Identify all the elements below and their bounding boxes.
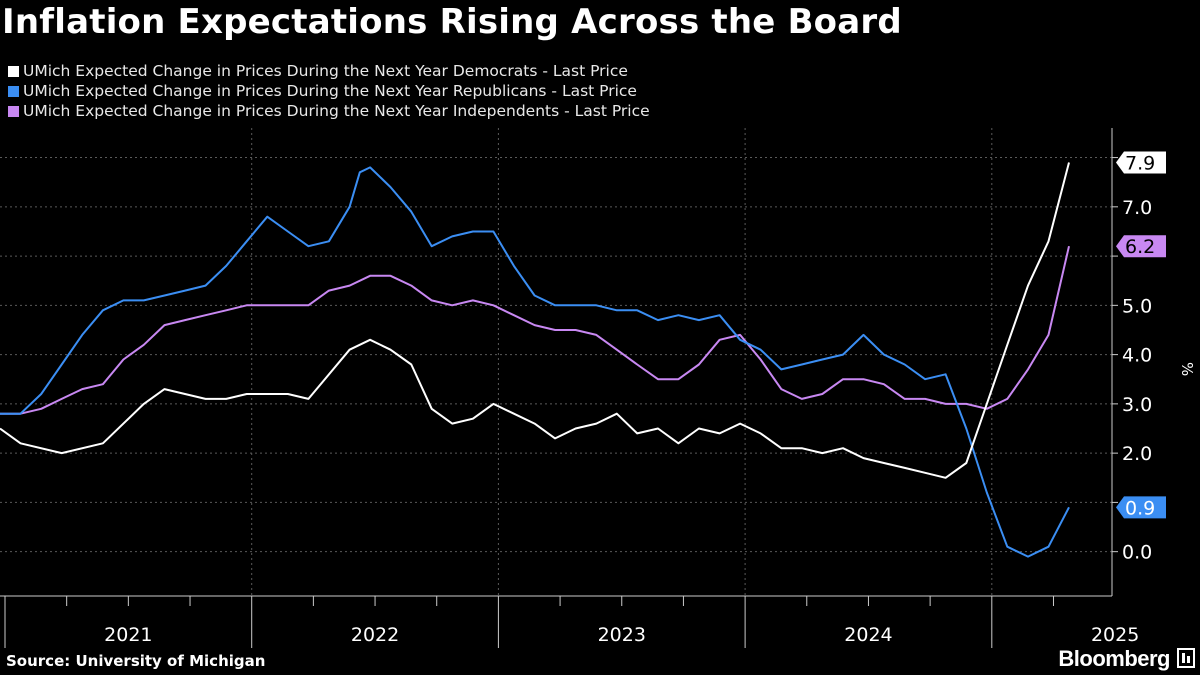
last-value-label: 0.9 (1125, 497, 1155, 519)
x-tick-label: 2022 (351, 624, 399, 646)
last-value-label: 7.9 (1125, 152, 1155, 174)
y-axis-label: % (1178, 362, 1196, 376)
y-tick-label: 3.0 (1122, 394, 1152, 416)
source-note: Source: University of Michigan (6, 652, 266, 670)
series-line (0, 166, 1070, 558)
legend-item-democrats: UMich Expected Change in Prices During t… (8, 61, 650, 81)
legend-label-democrats: UMich Expected Change in Prices During t… (23, 62, 628, 80)
legend-label-republicans: UMich Expected Change in Prices During t… (23, 82, 637, 100)
bloomberg-logo: Bloomberg (1058, 646, 1170, 671)
legend-item-independents: UMich Expected Change in Prices During t… (8, 101, 650, 121)
bloomberg-terminal-icon (1177, 648, 1195, 668)
legend-swatch-republicans (8, 85, 19, 97)
x-tick-label: 2024 (844, 624, 892, 646)
chart-title: Inflation Expectations Rising Across the… (2, 2, 902, 42)
y-tick-label: 7.0 (1122, 197, 1152, 219)
y-tick-label: 0.0 (1122, 542, 1152, 564)
legend-swatch-democrats (8, 65, 19, 77)
last-value-label: 6.2 (1125, 236, 1155, 258)
last-value-flag (1116, 496, 1166, 519)
y-tick-label: 4.0 (1122, 345, 1152, 367)
legend-swatch-independents (8, 105, 19, 117)
y-tick-label: 2.0 (1122, 443, 1152, 465)
x-tick-label: 2021 (104, 624, 152, 646)
legend-label-independents: UMich Expected Change in Prices During t… (23, 102, 650, 120)
x-tick-label: 2025 (1091, 624, 1139, 646)
y-tick-label: 5.0 (1122, 295, 1152, 317)
legend-item-republicans: UMich Expected Change in Prices During t… (8, 81, 650, 101)
series-line (0, 245, 1070, 415)
series-line (0, 162, 1070, 479)
legend: UMich Expected Change in Prices During t… (8, 61, 650, 121)
x-tick-label: 2023 (598, 624, 646, 646)
last-value-flag (1116, 235, 1166, 258)
last-value-flag (1116, 151, 1166, 174)
